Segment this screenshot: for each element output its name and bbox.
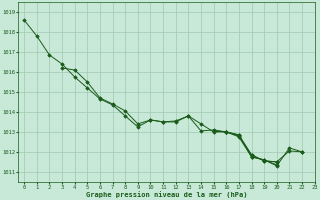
X-axis label: Graphe pression niveau de la mer (hPa): Graphe pression niveau de la mer (hPa) (85, 191, 247, 198)
